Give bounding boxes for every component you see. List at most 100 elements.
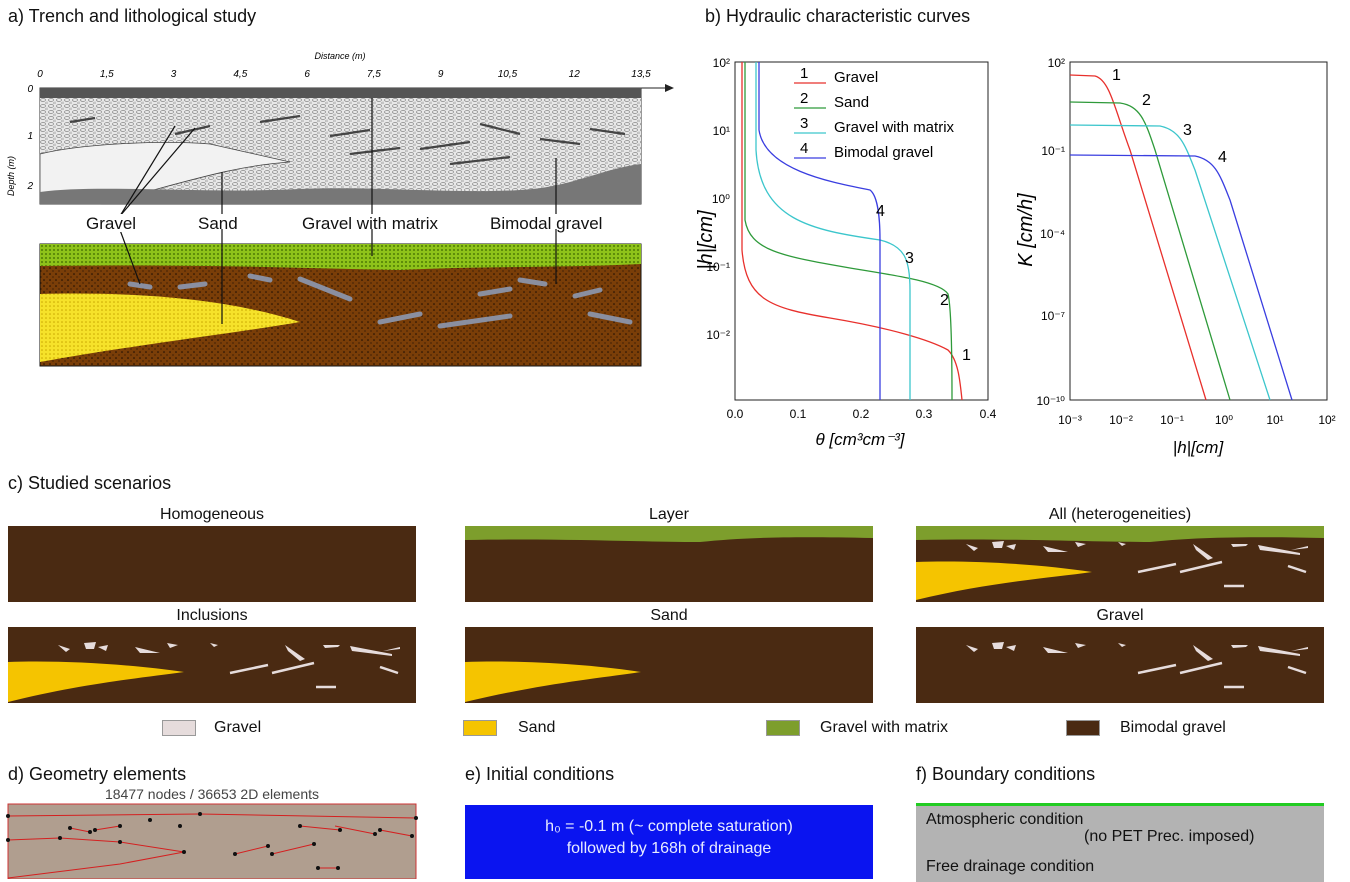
legend-bimodal-label: Bimodal gravel [1120, 719, 1226, 736]
trench-lenses [69, 114, 626, 166]
svg-text:2: 2 [800, 90, 808, 107]
scenario-gravel-title: Gravel [1096, 607, 1144, 624]
svg-text:Gravel with matrix: Gravel with matrix [834, 119, 955, 136]
trench-depth-label: Depth (m) [6, 156, 16, 196]
svg-text:10⁰: 10⁰ [712, 192, 730, 206]
trench-bottom [40, 164, 641, 204]
retention-curve-numbers: 1 2 3 4 [876, 203, 971, 364]
curve-gravel-matrix [755, 62, 911, 400]
svg-text:10⁻⁷: 10⁻⁷ [1041, 309, 1065, 323]
svg-text:10⁻¹: 10⁻¹ [706, 260, 730, 274]
free-drainage-label: Free drainage condition [926, 858, 1095, 875]
scenario-gravel [916, 627, 1324, 703]
curve-gravel [741, 62, 963, 401]
initial-conditions-box: h₀ = -0.1 m (~ complete saturation) foll… [465, 805, 873, 879]
svg-text:10⁻¹⁰: 10⁻¹⁰ [1037, 394, 1066, 408]
trench-y-ticks: 0 1 2 [26, 84, 33, 192]
svg-text:3: 3 [800, 115, 808, 132]
trench-top-band [40, 88, 641, 98]
panel-c-title: c) Studied scenarios [8, 473, 172, 493]
atmospheric-condition-sub: (no PET Prec. imposed) [1084, 828, 1255, 845]
label-sand: Sand [198, 214, 238, 233]
svg-text:10¹: 10¹ [713, 124, 730, 138]
retention-legend: 1 Gravel 2 Sand 3 Gravel with matrix 4 B… [794, 65, 955, 161]
trench-x-tick: 0 [37, 69, 43, 80]
panel-a-title: a) Trench and lithological study [8, 6, 257, 26]
trench-x-tick: 9 [438, 69, 444, 80]
svg-text:1: 1 [800, 65, 808, 82]
svg-text:Gravel: Gravel [834, 69, 878, 86]
svg-text:10⁻²: 10⁻² [706, 328, 730, 342]
svg-text:10²: 10² [713, 56, 730, 70]
legend-sand-swatch [463, 720, 497, 736]
svg-text:0.3: 0.3 [916, 407, 933, 421]
legend-bimodal-swatch [1066, 720, 1100, 736]
svg-text:2: 2 [1142, 92, 1151, 109]
k-curve-gravel-matrix [1069, 124, 1271, 401]
panel-e-title: e) Initial conditions [465, 764, 615, 784]
legend-matrix-swatch [766, 720, 800, 736]
curve-bimodal [758, 62, 881, 400]
trench-x-tick: 10,5 [498, 69, 518, 80]
scenario-sand-title: Sand [650, 607, 688, 624]
label-bimodal-gravel: Bimodal gravel [490, 214, 603, 233]
hydraulic-curves: 10² 10¹ 10⁰ 10⁻¹ 10⁻² 0.0 0.1 0.2 0.3 0.… [695, 56, 1336, 457]
conductivity-plot-frame [1069, 61, 1328, 401]
conductivity-y-ticks: 10² 10⁻¹ 10⁻⁴ 10⁻⁷ 10⁻¹⁰ [1037, 56, 1066, 408]
k-curve-bimodal [1069, 154, 1293, 401]
trench-x-tick: 1,5 [100, 69, 114, 80]
svg-text:10⁻¹: 10⁻¹ [1160, 413, 1184, 427]
legend-gravel-label: Gravel [214, 719, 262, 736]
svg-text:10⁻⁴: 10⁻⁴ [1040, 227, 1065, 241]
conductivity-x-ticks: 10⁻³ 10⁻² 10⁻¹ 10⁰ 10¹ 10² [1058, 413, 1336, 427]
svg-text:Sand: Sand [834, 94, 869, 111]
trench-x-tick: 6 [304, 69, 310, 80]
svg-text:4: 4 [800, 140, 808, 157]
conductivity-curve-numbers: 1 2 3 4 [1112, 67, 1227, 166]
svg-text:0.1: 0.1 [790, 407, 807, 421]
initial-conditions-line1: h₀ = -0.1 m (~ complete saturation) [545, 818, 793, 835]
legend-sand-label: Sand [518, 719, 556, 736]
svg-text:0.0: 0.0 [727, 407, 744, 421]
svg-text:1: 1 [27, 131, 33, 142]
trench-x-tick: 12 [569, 69, 581, 80]
legend-gravel-swatch [162, 720, 196, 736]
svg-text:0: 0 [27, 84, 33, 95]
mesh-info: 18477 nodes / 36653 2D elements [104, 786, 320, 802]
panel-d-title: d) Geometry elements [8, 764, 187, 784]
svg-text:3: 3 [1183, 122, 1192, 139]
scenario-sand [465, 627, 873, 703]
initial-conditions-line2: followed by 168h of drainage [566, 840, 772, 857]
svg-text:10⁻²: 10⁻² [1109, 413, 1133, 427]
svg-text:1: 1 [1112, 67, 1121, 84]
retention-xlabel: θ [cm³cm⁻³] [815, 430, 905, 449]
trench-x-tick: 7,5 [367, 69, 381, 80]
scenario-homogeneous [8, 526, 416, 602]
panel-f-title: f) Boundary conditions [916, 764, 1096, 784]
geometry-mesh [6, 803, 418, 879]
label-gravel-with-matrix: Gravel with matrix [302, 214, 439, 233]
conductivity-ylabel: K [cm/h] [1015, 193, 1037, 267]
retention-x-ticks: 0.0 0.1 0.2 0.3 0.4 [727, 407, 997, 421]
scenario-diagrams [8, 526, 1324, 703]
svg-text:10⁻¹: 10⁻¹ [1041, 144, 1065, 158]
svg-text:10⁰: 10⁰ [1215, 413, 1233, 427]
trench-figure: Distance (m) Depth (m) 0 1,5 3 4,5 6 7,5 9 10,5… [6, 51, 674, 367]
atmospheric-condition-label: Atmospheric condition [926, 811, 1084, 828]
mesh-sand [40, 293, 300, 362]
scenario-homogeneous-title: Homogeneous [159, 506, 265, 523]
mesh-nodes [6, 812, 418, 870]
scenario-layer-title: Layer [648, 506, 690, 523]
retention-y-ticks: 10² 10¹ 10⁰ 10⁻¹ 10⁻² [706, 56, 730, 342]
svg-text:Bimodal gravel: Bimodal gravel [834, 144, 933, 161]
curve-sand [744, 62, 953, 401]
svg-text:4: 4 [1218, 149, 1227, 166]
svg-text:3: 3 [905, 250, 914, 267]
svg-text:4: 4 [876, 203, 885, 220]
conductivity-xlabel: |h|[cm] [1173, 438, 1225, 457]
svg-text:10²: 10² [1048, 56, 1065, 70]
scenario-inclusions [8, 627, 416, 703]
panel-b-title: b) Hydraulic characteristic curves [705, 6, 971, 26]
trench-x-tick: 3 [171, 69, 177, 80]
k-curve-sand [1069, 101, 1231, 401]
